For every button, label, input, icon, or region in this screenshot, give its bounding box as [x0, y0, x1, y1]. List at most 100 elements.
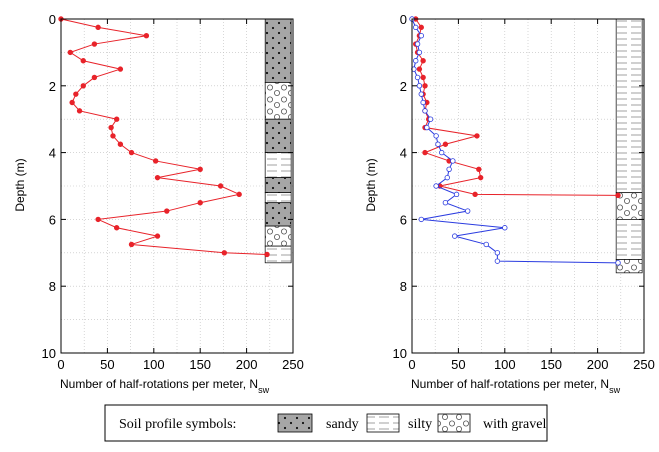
- left-series-0-point: [264, 251, 270, 258]
- left-y-axis-label: Depth (m): [13, 158, 27, 211]
- left-series-0-point: [73, 91, 79, 97]
- left-series-0-point: [152, 158, 159, 164]
- left-x-tick-label: 0: [57, 357, 64, 372]
- legend-silty-swatch: [366, 413, 400, 433]
- right-soil-layer-silty: [615, 219, 643, 260]
- left-series-0-point: [80, 83, 86, 89]
- left-x-tick-label: 250: [282, 357, 304, 372]
- left-series-0-point: [154, 233, 161, 239]
- right-y-axis-label: Depth (m): [364, 158, 378, 211]
- left-series-0-point: [95, 24, 101, 31]
- left-depth-chart: Depth (m) Number of half-rotations per m…: [13, 12, 304, 395]
- left-x-tick-label: 150: [189, 357, 211, 372]
- right-series-1-point: [416, 83, 423, 89]
- right-depth-chart: Depth (m) Number of half-rotations per m…: [364, 12, 655, 395]
- right-series-1-point: [444, 174, 450, 181]
- left-series-0-point: [69, 99, 75, 106]
- right-series-1-point: [502, 225, 508, 231]
- right-series-1-point: [442, 199, 449, 206]
- right-series-1-point: [433, 133, 439, 139]
- left-series-0-point: [117, 66, 124, 72]
- left-series-0-point: [164, 208, 170, 214]
- left-series-0-point: [108, 124, 114, 131]
- right-series-1-point: [418, 216, 424, 223]
- left-series-0-point: [117, 141, 124, 147]
- left-y-tick-label: 0: [49, 12, 56, 27]
- right-series-1-point: [413, 58, 419, 64]
- left-y-tick-label: 8: [49, 279, 56, 294]
- left-soil-layer-gravel: [264, 82, 292, 120]
- right-series-1-point: [483, 241, 489, 248]
- right-series-1-point: [494, 250, 501, 256]
- left-y-tick-label: 2: [49, 79, 56, 94]
- left-series-0-point: [197, 199, 203, 206]
- left-series-0-point: [91, 74, 98, 81]
- right-series-0-point: [474, 133, 480, 139]
- left-x-tick-label: 200: [236, 357, 258, 372]
- right-series-1-point: [464, 208, 471, 214]
- legend-sandy-label: sandy: [326, 417, 359, 432]
- right-series-1-point: [422, 108, 428, 114]
- right-plot-frame: [411, 18, 645, 354]
- left-x-tick-label: 100: [143, 357, 165, 372]
- right-series-0-point: [420, 74, 426, 81]
- right-y-tick-label: 8: [400, 279, 407, 294]
- right-x-tick-label: 200: [587, 357, 609, 372]
- right-soil-layer-silty: [615, 18, 643, 194]
- right-plot-area: [412, 19, 644, 353]
- right-series-0-point: [615, 192, 621, 199]
- left-x-tick-label: 50: [100, 357, 114, 372]
- left-soil-layer-gravel: [264, 225, 292, 247]
- right-series-0-point: [476, 166, 482, 172]
- left-series-0-point: [67, 49, 73, 56]
- left-plot-area: [61, 19, 293, 353]
- left-soil-layer-sandy: [264, 18, 292, 83]
- right-series-1-point: [453, 191, 460, 198]
- right-y-tick-label: 4: [400, 146, 407, 161]
- left-series-0-point: [76, 108, 83, 114]
- right-series-1-point: [424, 124, 430, 131]
- legend-frame: [104, 404, 548, 442]
- right-series-1-point: [435, 141, 441, 147]
- left-series-0-point: [143, 33, 150, 39]
- right-series-0-point: [472, 191, 478, 198]
- left-soil-layer-sandy: [264, 118, 292, 153]
- left-soil-layer-silty: [264, 152, 292, 179]
- right-x-axis-label: Number of half-rotations per meter, Nsw: [411, 377, 621, 395]
- right-series-0-point: [422, 149, 428, 156]
- left-series-0-point: [128, 149, 135, 156]
- left-series-0-point: [95, 216, 101, 223]
- right-series-0-point: [420, 58, 426, 64]
- right-series-1-point: [420, 99, 426, 106]
- right-series-1-point: [450, 158, 456, 164]
- left-y-tick-label: 4: [49, 146, 56, 161]
- right-series-1-point: [416, 49, 423, 56]
- right-series-0-point: [422, 83, 428, 89]
- left-soil-layer-sandy: [264, 202, 292, 227]
- right-series-0-point: [477, 174, 484, 181]
- left-series-0-point: [91, 41, 98, 47]
- left-series-0-point: [154, 174, 161, 181]
- left-plot-frame: [60, 18, 294, 354]
- left-series-0-point: [128, 241, 135, 248]
- right-y-tick-label: 10: [393, 346, 407, 361]
- right-series-0-point: [442, 141, 449, 147]
- right-series-1-point: [433, 183, 439, 189]
- right-series-1-point: [427, 116, 434, 122]
- right-series-1-point: [418, 91, 424, 97]
- right-x-tick-label: 250: [633, 357, 655, 372]
- right-y-tick-label: 6: [400, 212, 407, 227]
- right-series-0-point: [416, 66, 423, 72]
- right-series-1-point: [451, 233, 458, 239]
- legend-gravel-swatch: [437, 413, 471, 433]
- left-series-0-point: [221, 250, 228, 256]
- right-x-tick-label: 50: [451, 357, 465, 372]
- legend-title: Soil profile symbols:: [119, 417, 236, 432]
- right-series-1-point: [446, 166, 452, 172]
- left-series-0-point: [113, 116, 120, 122]
- left-series-0-point: [80, 58, 86, 64]
- left-y-tick-label: 10: [42, 346, 56, 361]
- right-series-1-point: [413, 24, 419, 31]
- right-series-1-point: [615, 260, 621, 266]
